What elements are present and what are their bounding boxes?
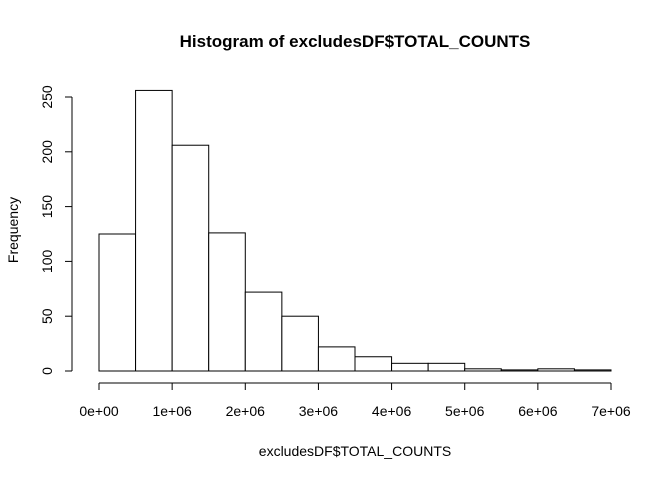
x-tick-label: 1e+06 xyxy=(152,403,192,419)
y-tick-label: 250 xyxy=(39,85,55,109)
x-tick-label: 5e+06 xyxy=(445,403,485,419)
x-tick-label: 6e+06 xyxy=(518,403,558,419)
histogram-bar xyxy=(427,362,466,372)
y-tick-label: 0 xyxy=(39,367,55,375)
histogram-bar xyxy=(573,369,612,372)
y-tick-label: 50 xyxy=(39,308,55,324)
y-tick-label: 200 xyxy=(39,140,55,164)
chart-title: Histogram of excludesDF$TOTAL_COUNTS xyxy=(180,32,531,51)
histogram-bar xyxy=(537,368,575,372)
x-tick-label: 2e+06 xyxy=(226,403,266,419)
histogram-bar xyxy=(171,144,210,372)
x-tick-label: 4e+06 xyxy=(372,403,412,419)
y-tick-label: 100 xyxy=(39,250,55,274)
histogram-bar xyxy=(317,346,356,372)
histogram-bar xyxy=(464,368,502,372)
x-tick-label: 0e+00 xyxy=(79,403,119,419)
histogram-bar xyxy=(208,232,246,372)
y-tick-label: 150 xyxy=(39,195,55,219)
histogram-bar xyxy=(281,315,319,372)
x-axis: 0e+00 1e+06 2e+06 3e+06 4e+06 5e+06 6e+06 7e+06 xyxy=(79,382,631,419)
histogram-bar xyxy=(391,362,429,372)
y-axis-label: Frequency xyxy=(5,197,21,263)
x-tick-label: 7e+06 xyxy=(591,403,631,419)
histogram-bar xyxy=(500,369,539,372)
histogram-bar xyxy=(98,233,137,372)
x-axis-label: excludesDF$TOTAL_COUNTS xyxy=(259,443,451,459)
bars-group xyxy=(98,89,612,372)
x-tick-label: 3e+06 xyxy=(299,403,339,419)
histogram-bar xyxy=(135,89,173,372)
y-axis: 0 50 100 150 200 250 xyxy=(39,85,73,375)
histogram-bar xyxy=(354,356,393,372)
histogram-bar xyxy=(244,291,283,372)
